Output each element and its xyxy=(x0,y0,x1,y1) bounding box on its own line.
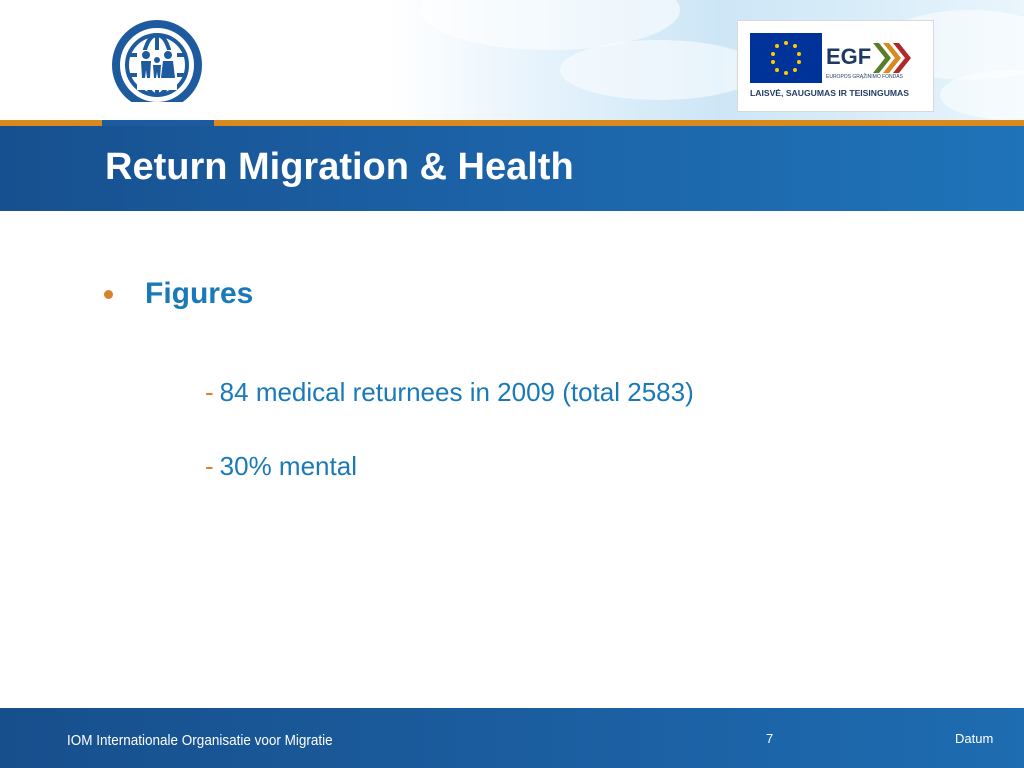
bullet-dot-icon xyxy=(104,289,113,299)
header-divider xyxy=(0,120,1024,126)
egf-mark-text: EGF xyxy=(826,44,871,69)
bullet-figures: Figures xyxy=(104,277,253,311)
iom-logo xyxy=(103,20,211,110)
iom-globe-family-icon xyxy=(106,20,208,110)
sub-item-text: 84 medical returnees in 2009 (total 2583… xyxy=(219,377,694,407)
egf-tagline: LAISVĖ, SAUGUMAS IR TEISINGUMAS xyxy=(750,88,909,98)
page-number: 7 xyxy=(766,731,774,746)
bullet-label: Figures xyxy=(145,277,254,310)
footer-organization: IOM Internationale Organisatie voor Migr… xyxy=(67,732,333,749)
footer-date: Datum xyxy=(955,731,994,746)
eu-flag-egf-icon: EGF EUROPOS GRĄŽINIMO FONDAS LAISVĖ, SAU… xyxy=(750,33,918,98)
slide-content: Figures -84 medical returnees in 2009 (t… xyxy=(0,211,1024,708)
dash-marker: - xyxy=(205,451,214,481)
dash-marker: - xyxy=(205,377,214,407)
egf-logo: EGF EUROPOS GRĄŽINIMO FONDAS LAISVĖ, SAU… xyxy=(737,20,934,112)
footer: IOM Internationale Organisatie voor Migr… xyxy=(0,708,1024,768)
title-bar: Return Migration & Health xyxy=(0,126,1024,211)
sub-item: -84 medical returnees in 2009 (total 258… xyxy=(205,377,694,408)
sub-item-text: 30% mental xyxy=(219,451,357,481)
egf-fund-name: EUROPOS GRĄŽINIMO FONDAS xyxy=(826,72,904,80)
slide-title: Return Migration & Health xyxy=(105,146,574,188)
sub-item: -30% mental xyxy=(205,451,357,482)
